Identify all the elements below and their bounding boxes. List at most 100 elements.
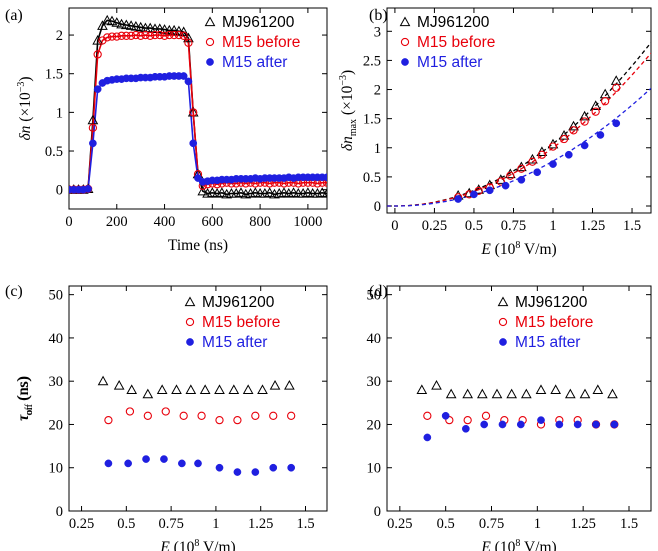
plot-frame [68,285,328,512]
data-point [116,18,127,29]
y-tick-label: 10 [49,461,64,477]
y-tick-label: 10 [367,461,382,477]
y-tick-label: 0 [56,504,63,520]
label-part: (10 [491,539,516,551]
data-point [179,72,188,80]
data-point [564,388,576,399]
data-point [559,134,569,144]
data-point [197,185,209,196]
data-point [184,77,193,86]
y-tick-label: 0 [374,199,381,215]
panel-label: (b) [369,7,388,24]
data-point [573,420,582,429]
data-point [194,459,202,468]
x-axis-label: E (108 V/m) [480,538,556,551]
data-point [184,38,193,47]
y-axis-label: τoff (ns) [15,376,35,421]
data-point [269,379,281,390]
x-tick-label: 0.75 [501,218,526,234]
data-point [480,420,489,429]
data-point [228,384,240,394]
data-point [516,420,525,429]
data-point [520,388,532,399]
label-part: τ [15,414,32,421]
label-part: V/m) [520,241,556,258]
data-point [168,24,180,35]
data-point [93,50,102,59]
data-point [233,415,242,425]
data-point [461,424,470,433]
label-part: max [348,119,359,136]
data-point [549,160,557,168]
data-point [278,187,290,197]
fit-curve [387,87,651,207]
data-point [155,30,164,40]
data-point [117,31,126,40]
data-point [216,187,228,197]
data-point [206,187,218,197]
legend-marker [184,296,196,307]
data-point [481,411,491,420]
x-axis-label: E (108 V/m) [480,240,556,258]
y-tick-label: 20 [49,417,64,433]
data-point [101,14,113,25]
data-point [454,195,462,203]
data-layer [69,14,327,199]
data-point [579,388,591,399]
panel-label: (c) [5,283,23,300]
x-tick-label: 0.5 [117,516,135,532]
legend-entry: MJ961200 [515,294,588,311]
data-point [496,177,505,186]
data-point [569,126,578,135]
data-point [592,420,600,429]
legend-marker [185,317,195,327]
data-point [607,388,618,399]
data-point [284,379,295,390]
data-point [214,384,225,394]
y-tick-label: 1.5 [45,67,63,83]
data-point [485,186,494,195]
label-part: 8 [515,240,520,251]
data-point [321,188,327,198]
fit-curve [387,52,651,207]
data-point [178,459,186,468]
data-point [251,468,260,476]
data-point [89,139,97,148]
data-point [106,15,118,26]
label-part: (ns) [15,377,32,405]
label-part: E [480,241,491,258]
label-part: off [24,403,35,415]
data-point [601,97,610,106]
data-point [131,30,141,40]
x-axis-label: Time (ns) [168,237,228,254]
y-tick-label: 2.5 [363,53,381,69]
x-tick-label: 0.5 [437,516,455,532]
legend-entry: M15 before [222,34,300,51]
data-point [142,455,150,463]
data-point [179,31,188,40]
data-point [535,384,547,394]
x-tick-label: 1000 [293,214,322,230]
label-part: −3 [338,75,349,86]
data-layer [97,375,296,476]
data-point [287,411,296,420]
y-tick-label: 0 [374,504,381,520]
y-tick-label: 0.5 [363,170,381,186]
data-point [599,88,611,99]
legend-entry: MJ961200 [202,294,275,311]
x-tick-label: 0.75 [158,516,183,532]
data-point [423,433,432,442]
data-point [189,108,198,117]
data-point [462,388,474,399]
data-point [179,411,188,420]
data-point [189,139,198,148]
data-point [288,187,299,197]
label-part: (10 [170,539,195,551]
y-tick-label: 0.5 [45,144,63,160]
data-point [154,23,166,33]
x-tick-label: 200 [106,214,128,230]
data-point [126,31,136,40]
y-tick-label: 2 [374,83,381,99]
y-tick-label: 40 [367,331,382,347]
data-point [550,384,562,394]
